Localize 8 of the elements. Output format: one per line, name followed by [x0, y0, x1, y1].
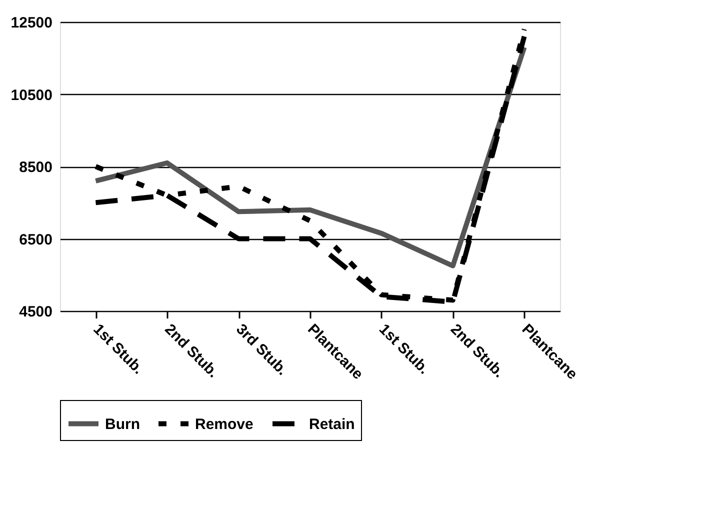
- y-tick-label: 8500: [19, 159, 52, 176]
- legend-label: Burn: [105, 416, 140, 433]
- legend-label: Remove: [195, 416, 254, 433]
- y-tick-label: 6500: [19, 231, 52, 248]
- y-tick-label: 12500: [10, 14, 52, 32]
- y-tick-label: 10500: [10, 86, 52, 104]
- legend-label: Retain: [309, 416, 355, 433]
- y-tick-label: 4500: [19, 304, 52, 320]
